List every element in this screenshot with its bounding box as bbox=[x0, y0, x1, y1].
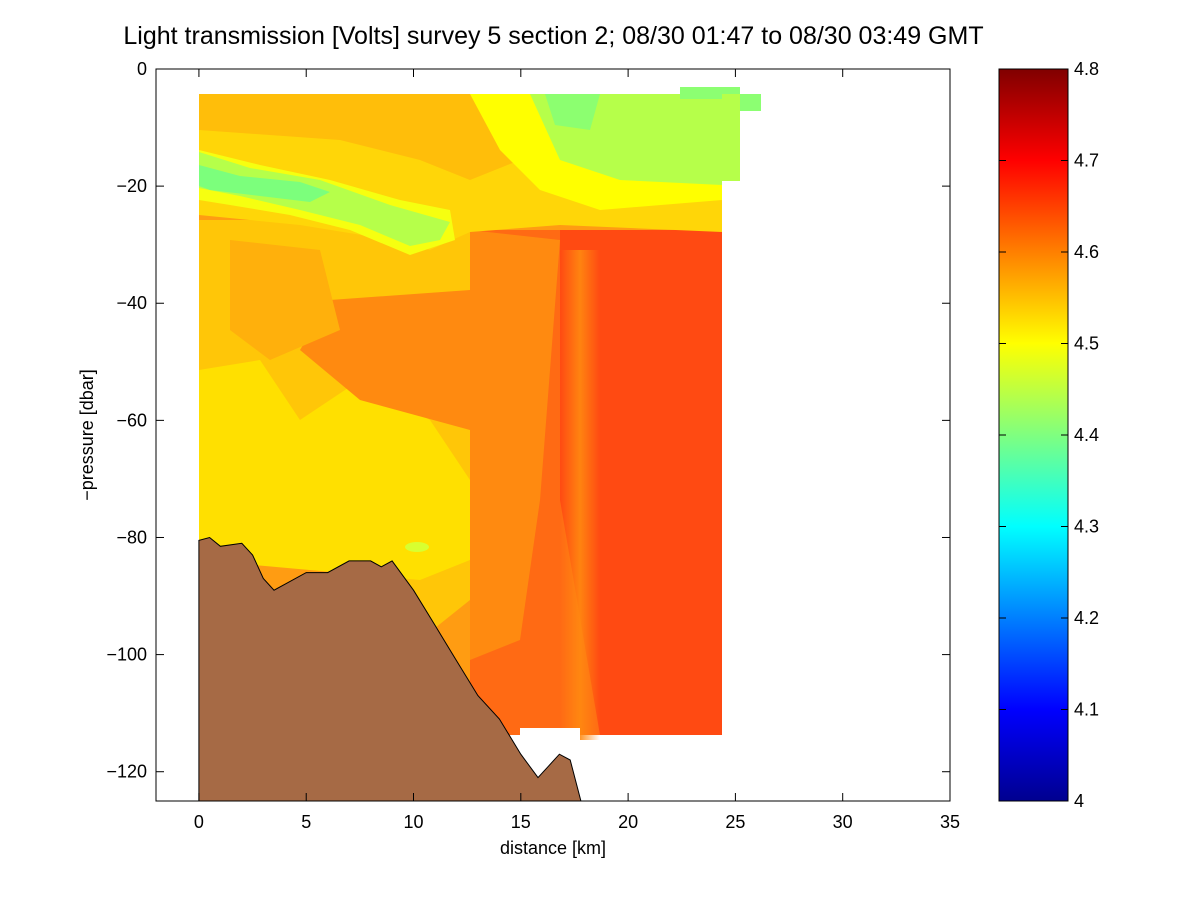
y-tick-label: −60 bbox=[116, 410, 147, 430]
y-tick-label: 0 bbox=[137, 59, 147, 79]
y-tick-label: −100 bbox=[106, 645, 147, 665]
x-axis: 0 5 10 15 20 25 30 35 bbox=[194, 69, 960, 832]
colorbar-tick-label: 4 bbox=[1074, 791, 1084, 811]
y-tick-label: −120 bbox=[106, 762, 147, 782]
y-axis-label: −pressure [dbar] bbox=[77, 369, 97, 501]
x-axis-label: distance [km] bbox=[500, 838, 606, 858]
colorbar-tick-label: 4.7 bbox=[1074, 151, 1099, 171]
colorbar-scale bbox=[999, 69, 1068, 801]
y-axis: 0 −20 −40 −60 −80 −100 −120 bbox=[106, 59, 950, 782]
colorbar-tick-label: 4.8 bbox=[1074, 59, 1099, 79]
colorbar-tick-label: 4.2 bbox=[1074, 608, 1099, 628]
y-tick-label: −80 bbox=[116, 527, 147, 547]
colorbar-axis: 4 4.1 4.2 4.3 4.4 4.5 4.6 4.7 4.8 bbox=[999, 59, 1099, 811]
colorbar-tick-label: 4.4 bbox=[1074, 425, 1099, 445]
x-tick-label: 10 bbox=[403, 812, 423, 832]
chart-title: Light transmission [Volts] survey 5 sect… bbox=[123, 22, 984, 50]
colorbar-tick-label: 4.1 bbox=[1074, 700, 1099, 720]
plot-area-frame bbox=[155, 68, 951, 802]
x-tick-label: 25 bbox=[725, 812, 745, 832]
x-tick-label: 30 bbox=[833, 812, 853, 832]
seafloor-terrain bbox=[198, 536, 582, 801]
colorbar-tick-label: 4.3 bbox=[1074, 517, 1099, 537]
x-tick-label: 15 bbox=[511, 812, 531, 832]
x-tick-label: 20 bbox=[618, 812, 638, 832]
x-tick-label: 5 bbox=[301, 812, 311, 832]
colorbar-tick-label: 4.6 bbox=[1074, 242, 1099, 262]
heatmap-field bbox=[198, 87, 761, 801]
colorbar-tick-label: 4.5 bbox=[1074, 334, 1099, 354]
x-tick-label: 0 bbox=[194, 812, 204, 832]
y-tick-label: −40 bbox=[116, 293, 147, 313]
x-tick-label: 35 bbox=[940, 812, 960, 832]
y-tick-label: −20 bbox=[116, 176, 147, 196]
